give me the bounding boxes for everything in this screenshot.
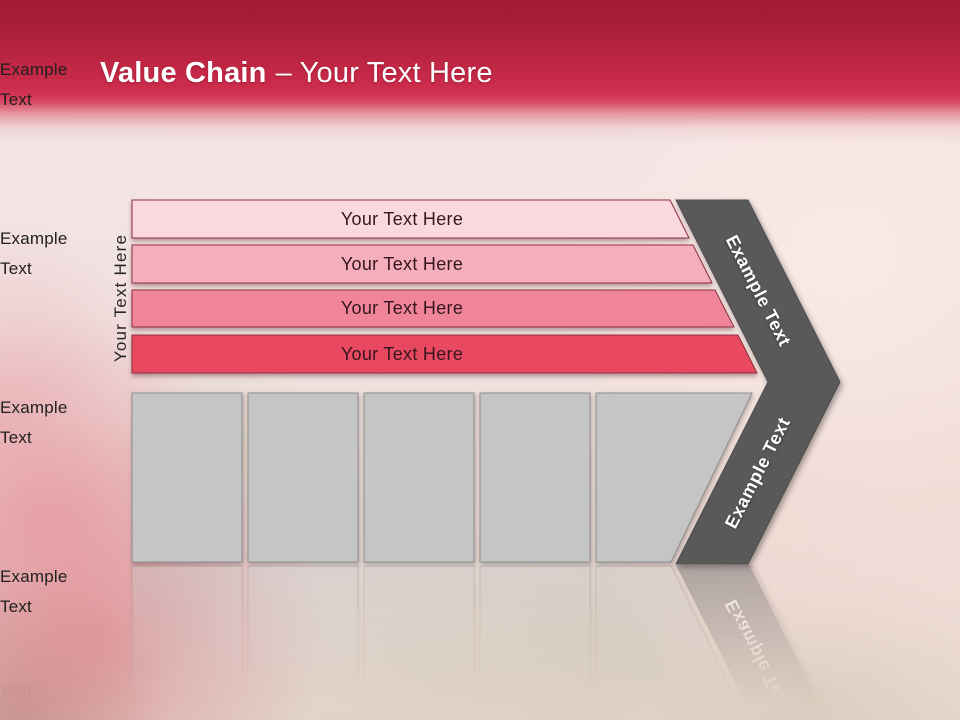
segment-box-3-label[interactable]: Example Text bbox=[0, 397, 68, 447]
chain-bar-4[interactable] bbox=[131, 334, 758, 374]
page-title[interactable]: Value Chain – Your Text Here bbox=[100, 57, 493, 90]
chain-bar-2[interactable] bbox=[131, 244, 713, 284]
chevron-arrow-shape[interactable] bbox=[675, 199, 841, 565]
page-title-bold: Value Chain bbox=[100, 57, 267, 89]
chain-bar-3-label[interactable]: Your Text Here bbox=[340, 298, 464, 318]
page-title-rest: – Your Text Here bbox=[275, 57, 493, 89]
title-bar: Value Chain – Your Text Here bbox=[0, 0, 960, 150]
segment-box-3[interactable] bbox=[363, 392, 475, 563]
chain-bar-1[interactable] bbox=[131, 199, 690, 239]
segment-box-2-label[interactable]: Example Text bbox=[0, 228, 68, 278]
vertical-axis-label[interactable]: Your Text Here bbox=[111, 233, 130, 363]
chain-bar-2-label[interactable]: Your Text Here bbox=[340, 254, 464, 274]
chain-bar-1-label[interactable]: Your Text Here bbox=[340, 209, 464, 229]
segment-box-1[interactable] bbox=[131, 392, 243, 563]
chain-bar-4-label[interactable]: Your Text Here bbox=[340, 344, 464, 364]
segment-box-5[interactable] bbox=[595, 392, 753, 563]
segment-box-1-label[interactable]: Example Text bbox=[0, 59, 68, 109]
segment-box-4-label[interactable]: Example Text bbox=[0, 566, 68, 616]
chain-bar-3[interactable] bbox=[131, 289, 735, 328]
segment-box-2[interactable] bbox=[247, 392, 359, 563]
segment-box-4[interactable] bbox=[479, 392, 591, 563]
